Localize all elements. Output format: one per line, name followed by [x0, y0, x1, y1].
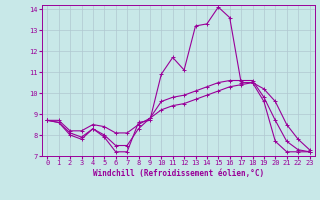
X-axis label: Windchill (Refroidissement éolien,°C): Windchill (Refroidissement éolien,°C): [93, 169, 264, 178]
